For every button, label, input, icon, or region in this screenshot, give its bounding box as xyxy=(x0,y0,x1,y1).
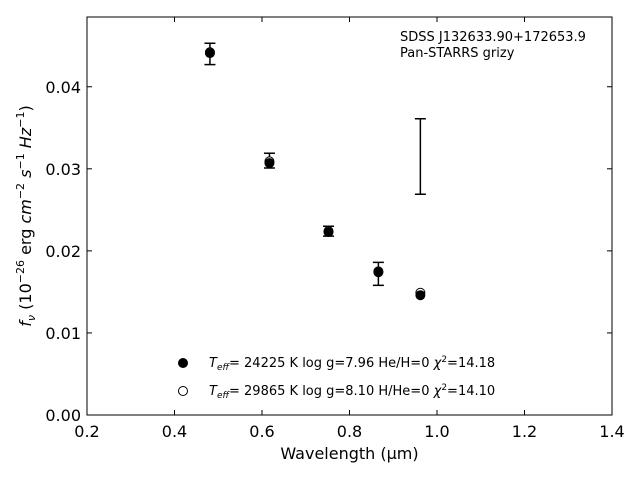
object-name-annotation: SDSS J132633.90+172653.9 xyxy=(400,30,586,45)
legend-entry-2: Teff= 29865 K log g=8.10 H/He=0 χ2=14.10 xyxy=(209,383,495,401)
y-axis: 0.00 0.01 0.02 0.03 0.04 xyxy=(45,78,612,425)
y-tick-label: 0.04 xyxy=(45,78,81,97)
model-point-filled xyxy=(323,227,334,238)
x-tick-label: 1.0 xyxy=(424,422,449,441)
legend-marker-open xyxy=(178,386,188,396)
y-tick-label: 0.00 xyxy=(45,406,81,425)
error-bar xyxy=(414,118,426,196)
y-tick-label: 0.02 xyxy=(45,242,81,261)
y-tick-label: 0.03 xyxy=(45,160,81,179)
x-tick-label: 0.6 xyxy=(249,422,274,441)
x-tick-label: 1.2 xyxy=(512,422,537,441)
model-points xyxy=(204,47,426,301)
observed-photometry xyxy=(204,42,426,287)
survey-annotation: Pan-STARRS grizy xyxy=(400,46,515,61)
y-axis-title: fν (10−26 erg cm−2 s−1 Hz−1) xyxy=(14,105,38,326)
model-point-filled xyxy=(373,267,384,278)
x-tick-label: 0.2 xyxy=(74,422,99,441)
legend: Teff= 24225 K log g=7.96 He/H=0 χ2=14.18… xyxy=(178,355,495,401)
legend-marker-filled xyxy=(178,358,188,368)
model-point-filled xyxy=(264,158,275,169)
model-point-filled xyxy=(204,48,215,59)
legend-entry-1: Teff= 24225 K log g=7.96 He/H=0 χ2=14.18 xyxy=(209,355,495,373)
x-tick-label: 0.8 xyxy=(337,422,362,441)
x-tick-label: 1.4 xyxy=(599,422,624,441)
x-axis-title: Wavelength (μm) xyxy=(280,444,418,463)
model-point-filled xyxy=(415,290,426,301)
x-tick-label: 0.4 xyxy=(162,422,187,441)
x-axis: 0.2 0.4 0.6 0.8 1.0 1.2 1.4 xyxy=(74,17,625,441)
y-tick-label: 0.01 xyxy=(45,324,81,343)
